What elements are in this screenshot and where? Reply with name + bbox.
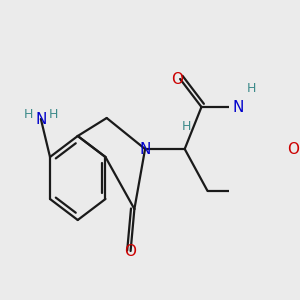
Text: H: H [247,82,256,95]
Text: O: O [287,142,299,157]
Text: N: N [140,142,151,157]
Text: O: O [171,71,183,86]
Text: H: H [182,121,191,134]
Text: N: N [232,100,244,115]
Text: H: H [24,109,33,122]
Text: O: O [124,244,136,259]
Text: H: H [48,109,58,122]
Text: N: N [35,112,46,127]
